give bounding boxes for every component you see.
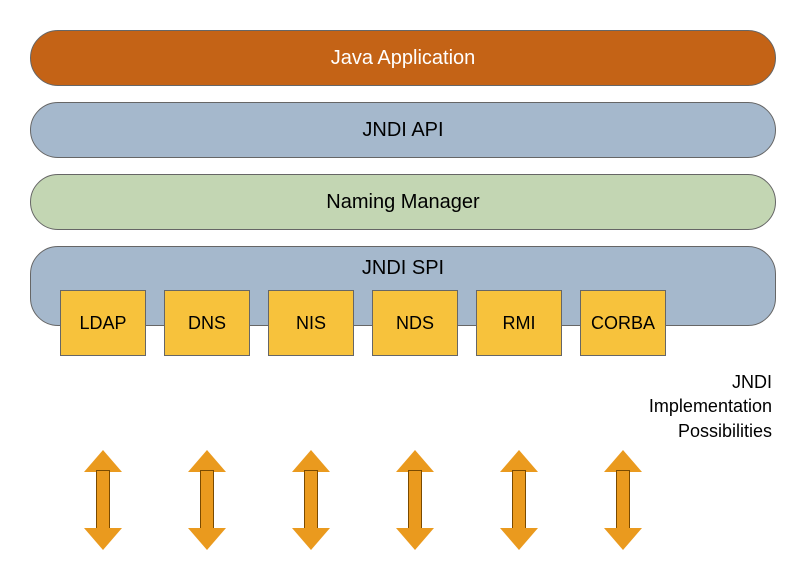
impl-label: DNS [188,313,226,334]
impl-label: LDAP [79,313,126,334]
impl-box-nds: NDS [372,290,458,356]
layer-jndi-api-label: JNDI API [362,119,443,142]
impl-label: NIS [296,313,326,334]
caption-line3: Possibilities [678,421,772,441]
double-arrow-icon [84,450,122,550]
caption-line1: JNDI [732,372,772,392]
impl-box-ldap: LDAP [60,290,146,356]
layer-application-label: Java Application [331,47,476,70]
double-arrow-icon [500,450,538,550]
implementations-caption: JNDI Implementation Possibilities [632,370,772,443]
double-arrow-icon [188,450,226,550]
impl-box-corba: CORBA [580,290,666,356]
caption-line2: Implementation [649,396,772,416]
layer-naming-manager: Naming Manager [30,174,776,230]
impl-box-nis: NIS [268,290,354,356]
layer-jndi-spi-section: JNDI SPI LDAP DNS NIS NDS RMI CORBA [30,246,776,326]
layer-jndi-api: JNDI API [30,102,776,158]
double-arrow-icon [396,450,434,550]
layer-application: Java Application [30,30,776,86]
layer-jndi-spi-label: JNDI SPI [362,257,444,280]
layer-naming-manager-label: Naming Manager [326,191,479,214]
bidirectional-arrows-row [60,450,666,550]
impl-box-rmi: RMI [476,290,562,356]
implementations-row: LDAP DNS NIS NDS RMI CORBA [60,290,666,356]
double-arrow-icon [604,450,642,550]
impl-label: NDS [396,313,434,334]
impl-label: CORBA [591,313,655,334]
architecture-stack: Java Application JNDI API Naming Manager… [30,30,776,326]
double-arrow-icon [292,450,330,550]
impl-box-dns: DNS [164,290,250,356]
impl-label: RMI [503,313,536,334]
